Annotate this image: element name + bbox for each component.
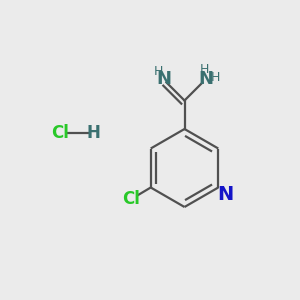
Text: N: N: [199, 70, 214, 88]
Text: N: N: [157, 70, 172, 88]
Text: H: H: [200, 63, 210, 76]
Text: N: N: [218, 184, 234, 204]
Text: Cl: Cl: [51, 124, 69, 142]
Text: H: H: [210, 70, 220, 84]
Text: H: H: [86, 124, 100, 142]
Text: H: H: [153, 64, 163, 78]
Text: Cl: Cl: [122, 190, 140, 208]
